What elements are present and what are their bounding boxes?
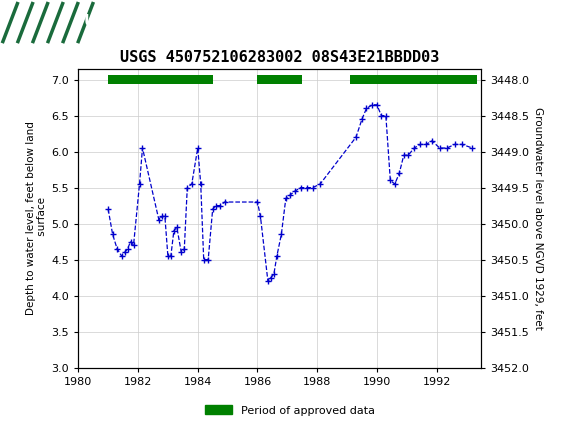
- Legend: Period of approved data: Period of approved data: [200, 401, 380, 420]
- Y-axis label: Groundwater level above NGVD 1929, feet: Groundwater level above NGVD 1929, feet: [534, 107, 543, 330]
- Title: USGS 450752106283002 08S43E21BBDD03: USGS 450752106283002 08S43E21BBDD03: [120, 50, 440, 65]
- Bar: [108, 75, 213, 84]
- Text: USGS: USGS: [84, 14, 131, 29]
- Bar: [350, 75, 477, 84]
- Bar: [258, 75, 302, 84]
- FancyBboxPatch shape: [3, 3, 78, 42]
- Y-axis label: Depth to water level, feet below land
 surface: Depth to water level, feet below land su…: [26, 121, 48, 315]
